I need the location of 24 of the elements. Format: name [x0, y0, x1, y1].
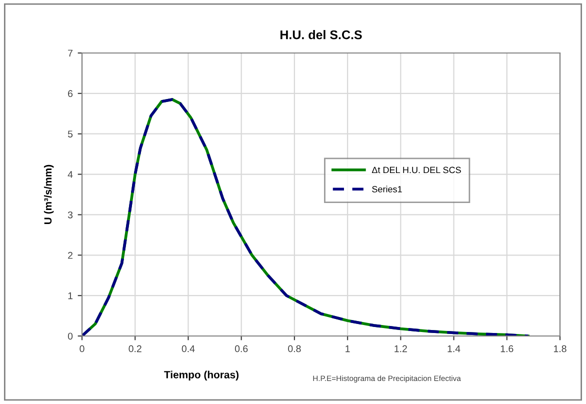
- y-tick-label: 7: [68, 50, 72, 57]
- x-tick-label: 1.4: [448, 345, 460, 352]
- y-axis-title: U (m³/s/mm): [44, 164, 54, 224]
- x-tick-label: 0.6: [234, 345, 248, 352]
- x-tick-label: 0.2: [128, 345, 142, 352]
- y-tick-label: 4: [68, 171, 73, 178]
- y-tick-label: 5: [68, 130, 73, 138]
- x-tick-label: 1.2: [394, 345, 407, 352]
- legend-label: Δt DEL H.U. DEL SCS: [372, 166, 461, 174]
- x-tick-label: 0: [80, 345, 84, 352]
- y-tick-label: 2: [68, 252, 72, 259]
- y-tick-label: 3: [68, 211, 73, 218]
- x-tick-label: 0.8: [288, 345, 301, 352]
- x-tick-label: 1: [346, 345, 350, 352]
- y-tick-label: 0: [68, 332, 73, 340]
- line-series: [82, 98, 530, 336]
- y-tick-label: 6: [68, 90, 73, 98]
- chart-title: H.U. del S.C.S: [280, 30, 362, 40]
- x-tick-label: 0.4: [182, 345, 195, 352]
- x-axis-title: Tiempo (horas): [164, 370, 239, 380]
- legend-label: Series1: [372, 186, 402, 192]
- x-tick-label: 1.8: [554, 345, 566, 352]
- y-tick-label: 1: [68, 292, 72, 300]
- x-tick-label: 1.6: [500, 345, 514, 352]
